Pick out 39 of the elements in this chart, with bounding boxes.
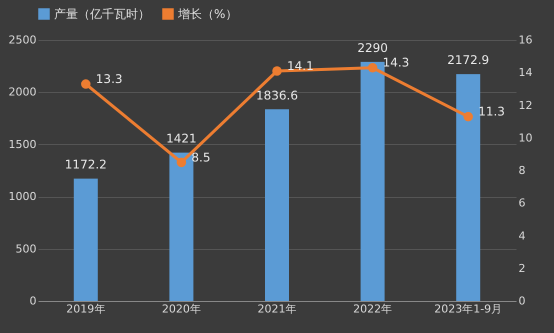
y2-tick-label: 14 [518, 66, 532, 80]
y-tick-label: 0 [30, 294, 36, 308]
y2-tick-label: 10 [518, 131, 532, 144]
y-tick-label: 2500 [8, 34, 36, 46]
y2-tick-label: 8 [518, 164, 526, 177]
y2-tick-label: 12 [518, 98, 532, 112]
point [272, 66, 282, 76]
data-label: 2172.9 [447, 53, 490, 68]
y-tick-label: 1500 [8, 138, 36, 151]
bar [169, 152, 194, 301]
y2-tick-label: 0 [518, 294, 526, 308]
point [463, 112, 473, 122]
data-label: 14.3 [382, 56, 410, 70]
y2-tick-label: 4 [518, 229, 526, 242]
data-label: 1172.2 [64, 158, 107, 172]
bar [265, 109, 289, 301]
x-tick-label: 2021年 [258, 302, 296, 316]
y2-tick-label: 16 [518, 34, 532, 46]
point [368, 63, 378, 72]
y-tick-label: 500 [16, 242, 36, 256]
point [176, 158, 186, 168]
y-tick-label: 2000 [8, 86, 36, 99]
y-tick-label: 1000 [8, 190, 36, 204]
data-label: 13.3 [96, 72, 123, 86]
x-tick-label: 2019年 [66, 302, 106, 316]
x-tick-label: 2020年 [162, 302, 201, 316]
bar [360, 62, 385, 301]
x-tick-label: 2022年 [353, 302, 392, 316]
bar [74, 178, 98, 301]
y2-tick-label: 6 [518, 196, 526, 210]
data-label: 1836.6 [256, 88, 298, 102]
y2-tick-label: 2 [518, 262, 526, 275]
bar [456, 74, 480, 301]
legend-label: 增长（%） [177, 7, 238, 21]
data-label: 1421 [166, 132, 197, 146]
point [81, 79, 91, 89]
data-label: 2290 [357, 40, 388, 55]
legend-label: 产量（亿千瓦时） [54, 7, 150, 21]
x-tick-label: 2023年1-9月 [434, 302, 502, 316]
